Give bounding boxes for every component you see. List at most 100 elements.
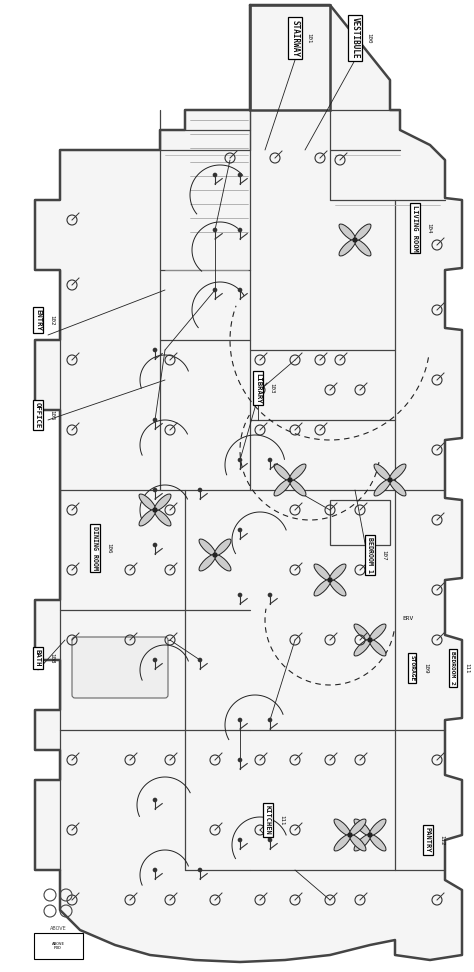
Circle shape [199,658,201,662]
Text: 104: 104 [427,223,431,233]
Text: 101: 101 [307,33,311,43]
Ellipse shape [349,835,366,851]
Circle shape [268,593,272,597]
Circle shape [368,833,372,837]
Ellipse shape [370,640,386,656]
Ellipse shape [290,464,306,480]
Ellipse shape [329,579,346,596]
Text: 108: 108 [49,653,55,663]
Ellipse shape [274,464,291,480]
Ellipse shape [274,479,291,496]
Circle shape [288,478,292,482]
Text: PANTRY: PANTRY [425,827,431,852]
Text: 102: 102 [49,315,55,326]
Ellipse shape [314,579,330,596]
Text: ENTRY: ENTRY [35,309,41,330]
Ellipse shape [355,239,371,256]
Ellipse shape [374,479,391,496]
Text: 109: 109 [423,663,428,674]
Ellipse shape [354,640,371,656]
Circle shape [238,228,242,231]
Ellipse shape [374,464,391,480]
Circle shape [368,638,372,642]
Text: ABOVE: ABOVE [50,926,66,931]
FancyBboxPatch shape [34,933,83,959]
Ellipse shape [339,224,356,240]
Circle shape [353,238,357,242]
Circle shape [154,658,156,662]
Text: OFFICE: OFFICE [35,401,41,428]
Text: ERV: ERV [402,615,414,620]
Ellipse shape [139,509,155,526]
Circle shape [199,868,201,872]
Text: LIVING ROOM: LIVING ROOM [412,205,418,252]
Circle shape [154,543,156,546]
Ellipse shape [354,835,371,851]
Circle shape [238,289,242,292]
Circle shape [154,488,156,492]
Circle shape [238,718,242,721]
Ellipse shape [334,835,350,851]
Circle shape [213,289,217,292]
Ellipse shape [354,624,371,641]
Text: ABOVE
POD: ABOVE POD [52,942,64,951]
Text: VESTIBULE: VESTIBULE [350,17,359,59]
Text: 103: 103 [270,383,274,394]
Circle shape [238,459,242,462]
Circle shape [154,418,156,422]
Circle shape [328,578,332,582]
Circle shape [238,758,242,762]
Text: LIBRARY: LIBRARY [255,372,261,403]
Text: 112: 112 [439,835,445,846]
Circle shape [238,529,242,532]
Ellipse shape [370,624,386,641]
FancyBboxPatch shape [72,637,168,698]
Text: 111: 111 [465,663,470,674]
Circle shape [199,488,201,492]
Circle shape [154,348,156,352]
Ellipse shape [370,835,386,851]
Ellipse shape [339,239,356,256]
Ellipse shape [390,479,406,496]
Text: 107: 107 [382,550,386,560]
Circle shape [268,459,272,462]
Circle shape [154,868,156,872]
Text: BEDROOM 1: BEDROOM 1 [367,537,373,573]
Text: STAIRWAY: STAIRWAY [291,19,300,56]
Circle shape [213,228,217,231]
Bar [250,5,330,110]
Ellipse shape [329,564,346,580]
Ellipse shape [314,564,330,580]
Circle shape [213,173,217,177]
Ellipse shape [215,555,231,571]
Circle shape [238,593,242,597]
Ellipse shape [199,555,216,571]
Text: 106: 106 [107,542,111,553]
Circle shape [213,553,217,557]
Circle shape [238,839,242,842]
Ellipse shape [390,464,406,480]
Polygon shape [35,5,462,962]
Ellipse shape [155,509,171,526]
Text: DINING ROOM: DINING ROOM [92,526,98,570]
Circle shape [388,478,392,482]
Circle shape [153,508,157,512]
Text: 105: 105 [49,410,55,420]
Ellipse shape [199,539,216,555]
Text: BATH: BATH [35,649,41,667]
Ellipse shape [139,494,155,510]
Ellipse shape [155,494,171,510]
Ellipse shape [215,539,231,555]
Circle shape [268,718,272,721]
Circle shape [238,173,242,177]
Circle shape [154,798,156,802]
Text: 100: 100 [366,33,372,43]
Ellipse shape [355,224,371,240]
Ellipse shape [290,479,306,496]
Ellipse shape [354,819,371,836]
Text: KITCHEN: KITCHEN [265,805,271,835]
Text: STORAGE: STORAGE [410,655,414,681]
Ellipse shape [370,819,386,836]
Text: BEDROOM 2: BEDROOM 2 [450,651,456,685]
Text: 111: 111 [280,815,284,825]
